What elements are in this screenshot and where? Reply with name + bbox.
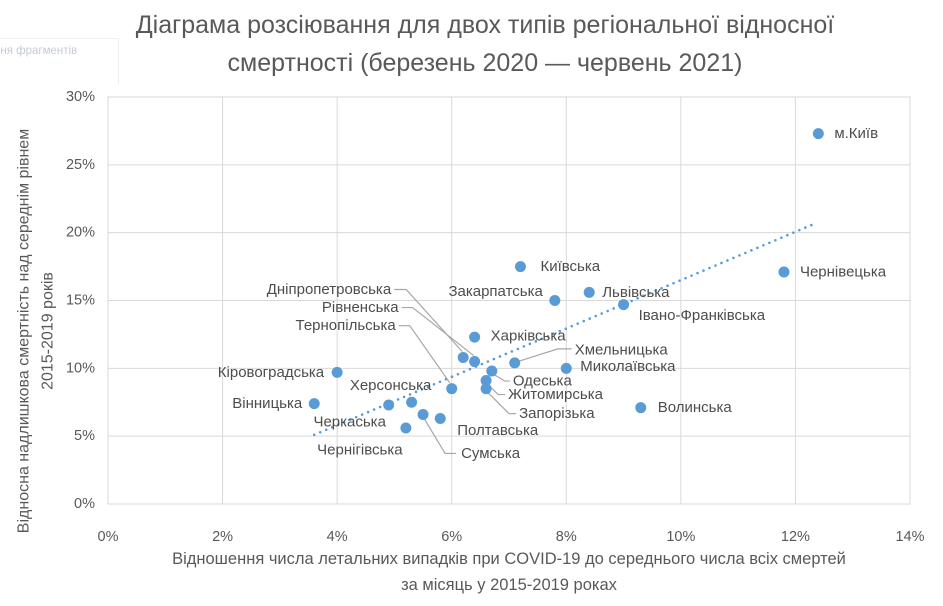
scatter-points [308,128,824,434]
scatter-point-Житомирська [480,375,492,387]
point-label-Дніпропетровська: Дніпропетровська [267,281,392,298]
point-label-м.Київ: м.Київ [834,125,878,142]
point-label-Харківська: Харківська [491,328,567,345]
scatter-point-Запорізька [480,383,492,395]
scatter-point-Закарпатська [549,295,561,306]
point-label-Львівська: Львівська [602,284,670,301]
scatter-point-Херсонська [406,396,418,408]
scatter-point-Рівненська [469,356,481,368]
scatter-point-Волинська [635,402,647,414]
scatter-point-Черкаська [383,399,395,411]
point-label-Чернівецька: Чернівецька [800,264,887,281]
leader-line [401,306,474,357]
scatter-point-Хмельницька [509,357,521,369]
scatter-point-Миколаївська [560,362,572,374]
leader-line [394,288,463,352]
background-panel-edge [0,38,119,84]
scatter-point-Дніпропетровська [457,351,469,363]
point-label-Рівненська: Рівненська [322,299,399,316]
scatter-point-Одеська [486,365,498,377]
point-label-Кіровоградська: Кіровоградська [218,364,325,381]
x-tick-label: 4% [327,529,348,545]
scatter-point-Чернівецька [778,266,790,278]
scatter-point-Харківська [469,331,481,343]
scatter-point-Київська [514,261,526,273]
y-tick-label: 5% [74,428,95,444]
x-tick-label: 12% [781,529,810,545]
trendline-group [312,223,814,437]
axis-tick-labels: 0% 2% 4% 6% 8% 10% 12% 14% 0% 5% 10% 15% 20% 25% 30% [66,89,925,545]
point-label-Миколаївська: Миколаївська [580,358,676,375]
x-tick-label: 10% [666,529,695,545]
point-labels: м.Київ Чернівецька Київська Закарпатська Льв… [218,125,887,462]
scatter-point-Львівська [583,286,595,298]
trendline [312,223,814,437]
scatter-point-Вінницька [308,398,320,410]
scatter-point-Полтавська [434,413,446,425]
scatter-point-Сумська [417,408,429,420]
x-axis-title-line2: за місяць у 2015-2019 роках [401,576,618,594]
point-label-Івано-Франківська: Івано-Франківська [639,307,766,324]
chart-title: Діаграма розсіювання для двох типів регі… [0,6,943,82]
y-tick-label: 25% [66,157,95,173]
gridlines [107,96,911,505]
leader-line [487,392,517,415]
y-axis-title-line2: 2015-2019 років [40,272,57,390]
point-label-Чернігівська: Чернігівська [317,442,403,459]
point-label-Закарпатська: Закарпатська [448,283,543,300]
y-tick-label: 15% [66,293,95,309]
y-axis-title-line1: Відносна надлишкова смертність над серед… [16,129,33,533]
scatter-point-Чернігівська [400,422,412,434]
y-tick-label: 10% [66,360,95,376]
point-label-Житомирська: Житомирська [508,386,604,403]
x-tick-label: 14% [895,529,924,545]
leader-line [519,348,572,362]
x-axis-title-line1: Відношення числа летальних випадків при … [172,550,846,568]
y-tick-label: 30% [66,89,95,105]
x-tick-label: 6% [441,529,462,545]
chart-title-line2: смертності (березень 2020 — червень 2021… [227,49,743,77]
plot-border [107,96,911,505]
leader-line [398,325,451,384]
x-tick-label: 0% [98,529,119,545]
axis-titles: Відношення числа летальних випадків при … [16,129,846,594]
point-label-Волинська: Волинська [658,399,733,416]
point-label-Полтавська: Полтавська [457,422,539,439]
leader-line [423,418,457,455]
scatter-point-Кіровоградська [331,366,343,378]
point-label-Запорізька: Запорізька [519,405,595,422]
x-tick-label: 8% [556,529,577,545]
point-label-Сумська: Сумська [461,445,521,462]
y-tick-label: 0% [74,496,95,512]
point-label-Одеська: Одеська [513,373,573,390]
scatter-point-м.Київ [812,128,824,140]
point-label-Тернопільська: Тернопільська [296,317,397,334]
point-label-Вінницька: Вінницька [232,395,303,412]
x-tick-label: 2% [212,529,233,545]
scatter-point-Івано-Франківська [618,299,630,311]
chart-title-line1: Діаграма розсіювання для двох типів регі… [135,11,835,39]
point-label-Хмельницька: Хмельницька [575,341,669,358]
background-artifact-text: ння фрагментів [0,45,78,57]
point-label-Херсонська: Херсонська [350,377,432,394]
point-label-Черкаська: Черкаська [313,413,386,430]
leader-line [494,374,510,382]
scatter-point-Тернопільська [446,383,458,395]
point-label-Київська: Київська [540,258,600,275]
y-tick-label: 20% [66,225,95,241]
